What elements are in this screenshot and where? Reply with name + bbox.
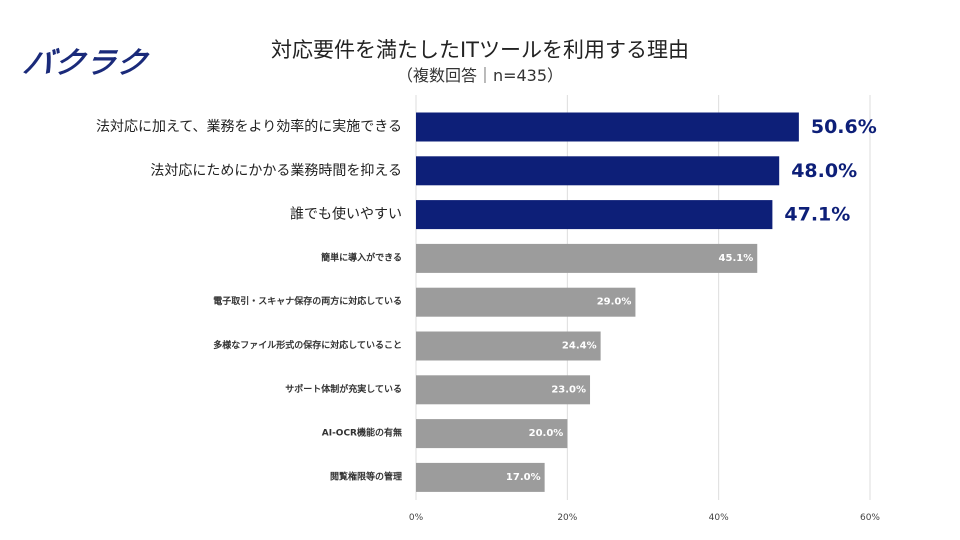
category-label: 法対応に加えて、業務をより効率的に実施できる: [96, 118, 402, 135]
category-label: サポート体制が充実している: [285, 383, 402, 395]
category-label: 閲覧権限等の管理: [330, 470, 402, 482]
value-label: 17.0%: [506, 472, 541, 483]
bar: [416, 331, 601, 361]
value-label: 47.1%: [784, 204, 850, 226]
category-label: AI-OCR機能の有無: [322, 427, 402, 439]
x-tick-label: 40%: [709, 513, 729, 523]
bar: [416, 112, 799, 142]
value-label: 29.0%: [597, 297, 632, 308]
bar: [416, 419, 568, 449]
x-tick-label: 20%: [557, 513, 577, 523]
category-label: 簡単に導入ができる: [321, 251, 402, 263]
bar: [416, 375, 591, 405]
value-label: 20.0%: [529, 428, 564, 439]
chart-title: 対応要件を満たしたITツールを利用する理由: [270, 38, 690, 62]
value-label: 24.4%: [562, 341, 597, 352]
category-label: 誰でも使いやすい: [290, 206, 402, 223]
bar: [416, 287, 636, 317]
x-tick-label: 60%: [860, 513, 880, 523]
bar: [416, 156, 780, 186]
category-label: 法対応にためにかかる業務時間を抑える: [150, 163, 402, 179]
x-axis-ticks: 0% 20% 40% 60%: [409, 513, 881, 523]
chart-subtitle: （複数回答｜n=435）: [396, 66, 564, 85]
x-tick-label: 0%: [409, 513, 424, 523]
bar: [416, 200, 773, 230]
bar: [416, 462, 545, 492]
labels-layer: 法対応に加えて、業務をより効率的に実施できる 50.6% 法対応にためにかかる業務時…: [96, 116, 877, 483]
category-label: 電子取引・スキャナ保存の両方に対応している: [213, 295, 402, 307]
value-label: 45.1%: [719, 253, 754, 264]
category-label: 多様なファイル形式の保存に対応していること: [213, 339, 402, 351]
value-label: 48.0%: [791, 160, 857, 182]
value-label: 23.0%: [551, 384, 586, 395]
value-label: 50.6%: [811, 116, 877, 138]
bar: [416, 243, 758, 273]
bars-layer: [416, 112, 799, 492]
